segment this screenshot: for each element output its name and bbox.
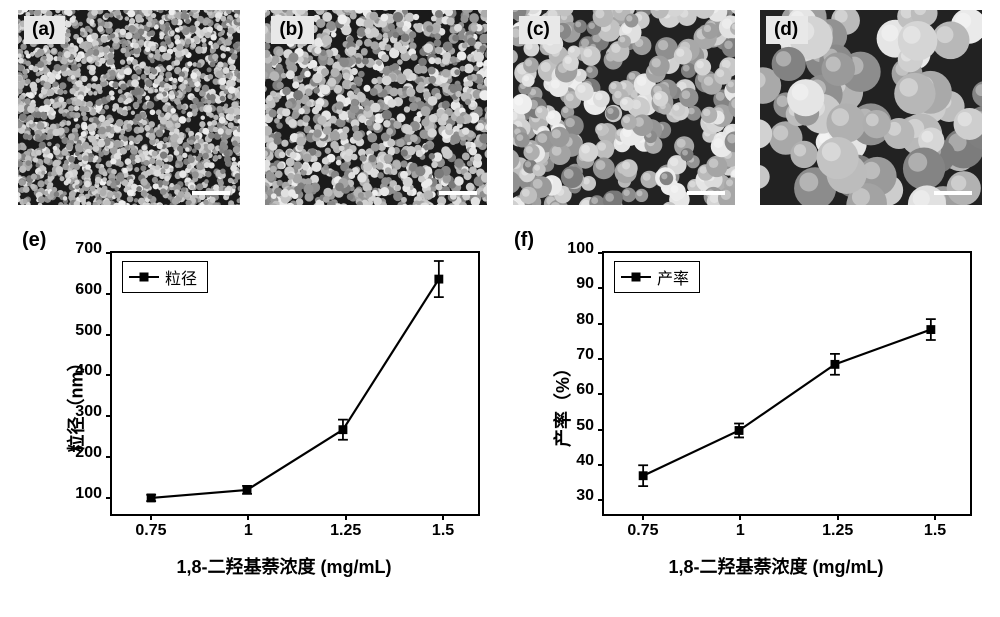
y-tick-label: 40 bbox=[576, 452, 604, 470]
chart-yield: (f) 产率（%） 1,8-二羟基萘浓度 (mg/mL) 产率 30405060… bbox=[510, 223, 982, 583]
x-tick-label: 0.75 bbox=[627, 514, 658, 540]
y-tick-label: 100 bbox=[75, 485, 112, 503]
panel-label: (a) bbox=[24, 16, 65, 44]
plot-svg bbox=[112, 253, 478, 514]
y-tick-label: 100 bbox=[567, 240, 604, 258]
panel-label: (f) bbox=[514, 229, 534, 252]
y-tick-label: 60 bbox=[576, 381, 604, 399]
x-tick-label: 1 bbox=[736, 514, 745, 540]
sem-panel-a: (a) bbox=[18, 10, 240, 205]
y-tick-label: 30 bbox=[576, 487, 604, 505]
y-tick-label: 400 bbox=[75, 362, 112, 380]
scale-bar bbox=[439, 191, 477, 195]
plot-area: 产率 304050607080901000.7511.251.5 bbox=[602, 251, 972, 516]
x-tick-label: 0.75 bbox=[135, 514, 166, 540]
x-tick-label: 1.5 bbox=[924, 514, 946, 540]
y-tick-label: 700 bbox=[75, 240, 112, 258]
panel-label: (d) bbox=[766, 16, 808, 44]
panel-label: (c) bbox=[519, 16, 560, 44]
x-axis-label: 1,8-二羟基萘浓度 (mg/mL) bbox=[510, 553, 982, 579]
scale-bar bbox=[192, 191, 230, 195]
y-axis-label: 产率（%） bbox=[549, 359, 575, 447]
x-axis-label: 1,8-二羟基萘浓度 (mg/mL) bbox=[18, 553, 490, 579]
sem-image-row: (a) (b) (c) (d) bbox=[18, 10, 982, 205]
y-tick-label: 300 bbox=[75, 403, 112, 421]
chart-particle-size: (e) 粒径（nm） 1,8-二羟基萘浓度 (mg/mL) 粒径 1002003… bbox=[18, 223, 490, 583]
panel-label: (b) bbox=[271, 16, 313, 44]
panel-label: (e) bbox=[22, 229, 46, 252]
y-tick-label: 500 bbox=[75, 322, 112, 340]
y-tick-label: 90 bbox=[576, 275, 604, 293]
scale-bar bbox=[934, 191, 972, 195]
y-tick-label: 600 bbox=[75, 281, 112, 299]
plot-area: 粒径 1002003004005006007000.7511.251.5 bbox=[110, 251, 480, 516]
x-tick-label: 1 bbox=[244, 514, 253, 540]
y-tick-label: 70 bbox=[576, 346, 604, 364]
y-tick-label: 50 bbox=[576, 417, 604, 435]
x-tick-label: 1.25 bbox=[822, 514, 853, 540]
sem-panel-c: (c) bbox=[513, 10, 735, 205]
x-tick-label: 1.5 bbox=[432, 514, 454, 540]
sem-panel-d: (d) bbox=[760, 10, 982, 205]
y-tick-label: 200 bbox=[75, 444, 112, 462]
x-tick-label: 1.25 bbox=[330, 514, 361, 540]
scale-bar bbox=[687, 191, 725, 195]
charts-row: (e) 粒径（nm） 1,8-二羟基萘浓度 (mg/mL) 粒径 1002003… bbox=[18, 223, 982, 583]
sem-panel-b: (b) bbox=[265, 10, 487, 205]
plot-svg bbox=[604, 253, 970, 514]
y-tick-label: 80 bbox=[576, 311, 604, 329]
